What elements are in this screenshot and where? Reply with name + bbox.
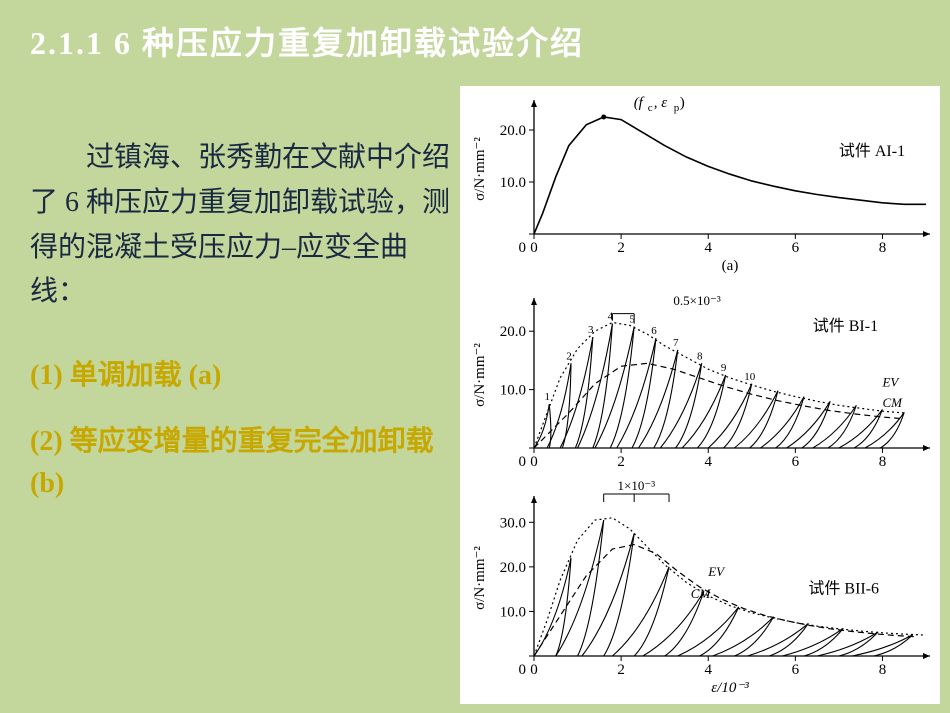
svg-text:CM: CM (882, 395, 903, 410)
svg-text:c: c (648, 102, 653, 114)
svg-text:8: 8 (879, 240, 887, 256)
svg-text:2: 2 (617, 662, 625, 678)
svg-text:8: 8 (879, 454, 887, 468)
svg-text:4: 4 (704, 240, 712, 256)
svg-text:1×10⁻³: 1×10⁻³ (618, 478, 656, 493)
svg-text:0: 0 (530, 454, 538, 468)
chart-a-svg: 0246810.020.00σ/N·mm⁻²(fc, εp)试件 AI-1(a) (464, 92, 936, 274)
svg-text:4: 4 (704, 454, 712, 468)
svg-text:20.0: 20.0 (500, 324, 526, 340)
chart-c-svg: 0 2 4 6 8 10.0 20.0 30.0 0 σ/N·mm⁻² ε/10⁻³ 1×10⁻³ 试件… (464, 472, 936, 694)
svg-text:EV: EV (881, 375, 900, 390)
svg-text:9: 9 (721, 362, 727, 374)
svg-text:10.0: 10.0 (500, 175, 526, 191)
chart-b-svg: 0246810.020.00σ/N·mm⁻²123456789100.5×10⁻… (464, 278, 936, 468)
chart-a-panel: 0246810.020.00σ/N·mm⁻²(fc, εp)试件 AI-1(a) (464, 92, 936, 274)
svg-text:0.5×10⁻³: 0.5×10⁻³ (673, 293, 720, 308)
svg-text:EV: EV (707, 564, 726, 579)
svg-text:1: 1 (544, 391, 550, 403)
left-column: 过镇海、张秀勤在文献中介绍了 6 种压应力重复加卸载试验，测得的混凝土受压应力–… (30, 86, 450, 704)
svg-text:6: 6 (792, 662, 800, 678)
svg-text:试件 BII-6: 试件 BII-6 (808, 580, 879, 598)
svg-text:10.0: 10.0 (500, 604, 526, 620)
svg-text:8: 8 (879, 662, 887, 678)
svg-text:7: 7 (673, 337, 679, 349)
svg-text:0: 0 (519, 240, 527, 256)
svg-text:20.0: 20.0 (500, 560, 526, 576)
svg-text:): ) (680, 95, 685, 111)
svg-text:(a): (a) (722, 258, 739, 274)
svg-text:6: 6 (792, 454, 800, 468)
svg-text:10.0: 10.0 (500, 383, 526, 399)
slide-title-bar: 2.1.1 6 种压应力重复加卸载试验介绍 (0, 0, 950, 76)
svg-text:σ/N·mm⁻²: σ/N·mm⁻² (472, 546, 488, 610)
svg-text:试件 BI-1: 试件 BI-1 (813, 317, 878, 335)
svg-text:8: 8 (697, 350, 703, 362)
svg-text:3: 3 (588, 324, 594, 336)
svg-text:0: 0 (519, 662, 527, 678)
chart-c-panel: 0 2 4 6 8 10.0 20.0 30.0 0 σ/N·mm⁻² ε/10⁻³ 1×10⁻³ 试件… (464, 472, 936, 694)
svg-text:2: 2 (617, 454, 625, 468)
svg-text:, ε: , ε (654, 95, 668, 111)
svg-text:(f: (f (634, 95, 645, 111)
svg-text:σ/N·mm⁻²: σ/N·mm⁻² (472, 137, 488, 201)
svg-text:30.0: 30.0 (500, 515, 526, 531)
svg-text:10: 10 (744, 371, 756, 383)
content-row: 过镇海、张秀勤在文献中介绍了 6 种压应力重复加卸载试验，测得的混凝土受压应力–… (0, 76, 950, 704)
svg-text:0: 0 (530, 662, 538, 678)
svg-text:σ/N·mm⁻²: σ/N·mm⁻² (472, 343, 488, 407)
charts-column: 0246810.020.00σ/N·mm⁻²(fc, εp)试件 AI-1(a)… (460, 86, 940, 704)
svg-text:ε/10⁻³: ε/10⁻³ (711, 680, 749, 694)
svg-text:试件 AI-1: 试件 AI-1 (839, 142, 905, 160)
svg-text:6: 6 (651, 325, 657, 337)
svg-text:CM: CM (691, 586, 712, 601)
svg-text:0: 0 (519, 454, 527, 468)
svg-text:6: 6 (792, 240, 800, 256)
intro-paragraph: 过镇海、张秀勤在文献中介绍了 6 种压应力重复加卸载试验，测得的混凝土受压应力–… (30, 136, 450, 315)
list-item-1: (1) 单调加载 (a) (30, 355, 450, 397)
slide-title: 2.1.1 6 种压应力重复加卸载试验介绍 (30, 18, 920, 64)
svg-text:4: 4 (704, 662, 712, 678)
svg-text:2: 2 (617, 240, 625, 256)
svg-text:0: 0 (530, 240, 538, 256)
chart-b-panel: 0246810.020.00σ/N·mm⁻²123456789100.5×10⁻… (464, 278, 936, 468)
list-item-2: (2) 等应变增量的重复完全加卸载 (b) (30, 421, 450, 505)
svg-text:20.0: 20.0 (500, 123, 526, 139)
